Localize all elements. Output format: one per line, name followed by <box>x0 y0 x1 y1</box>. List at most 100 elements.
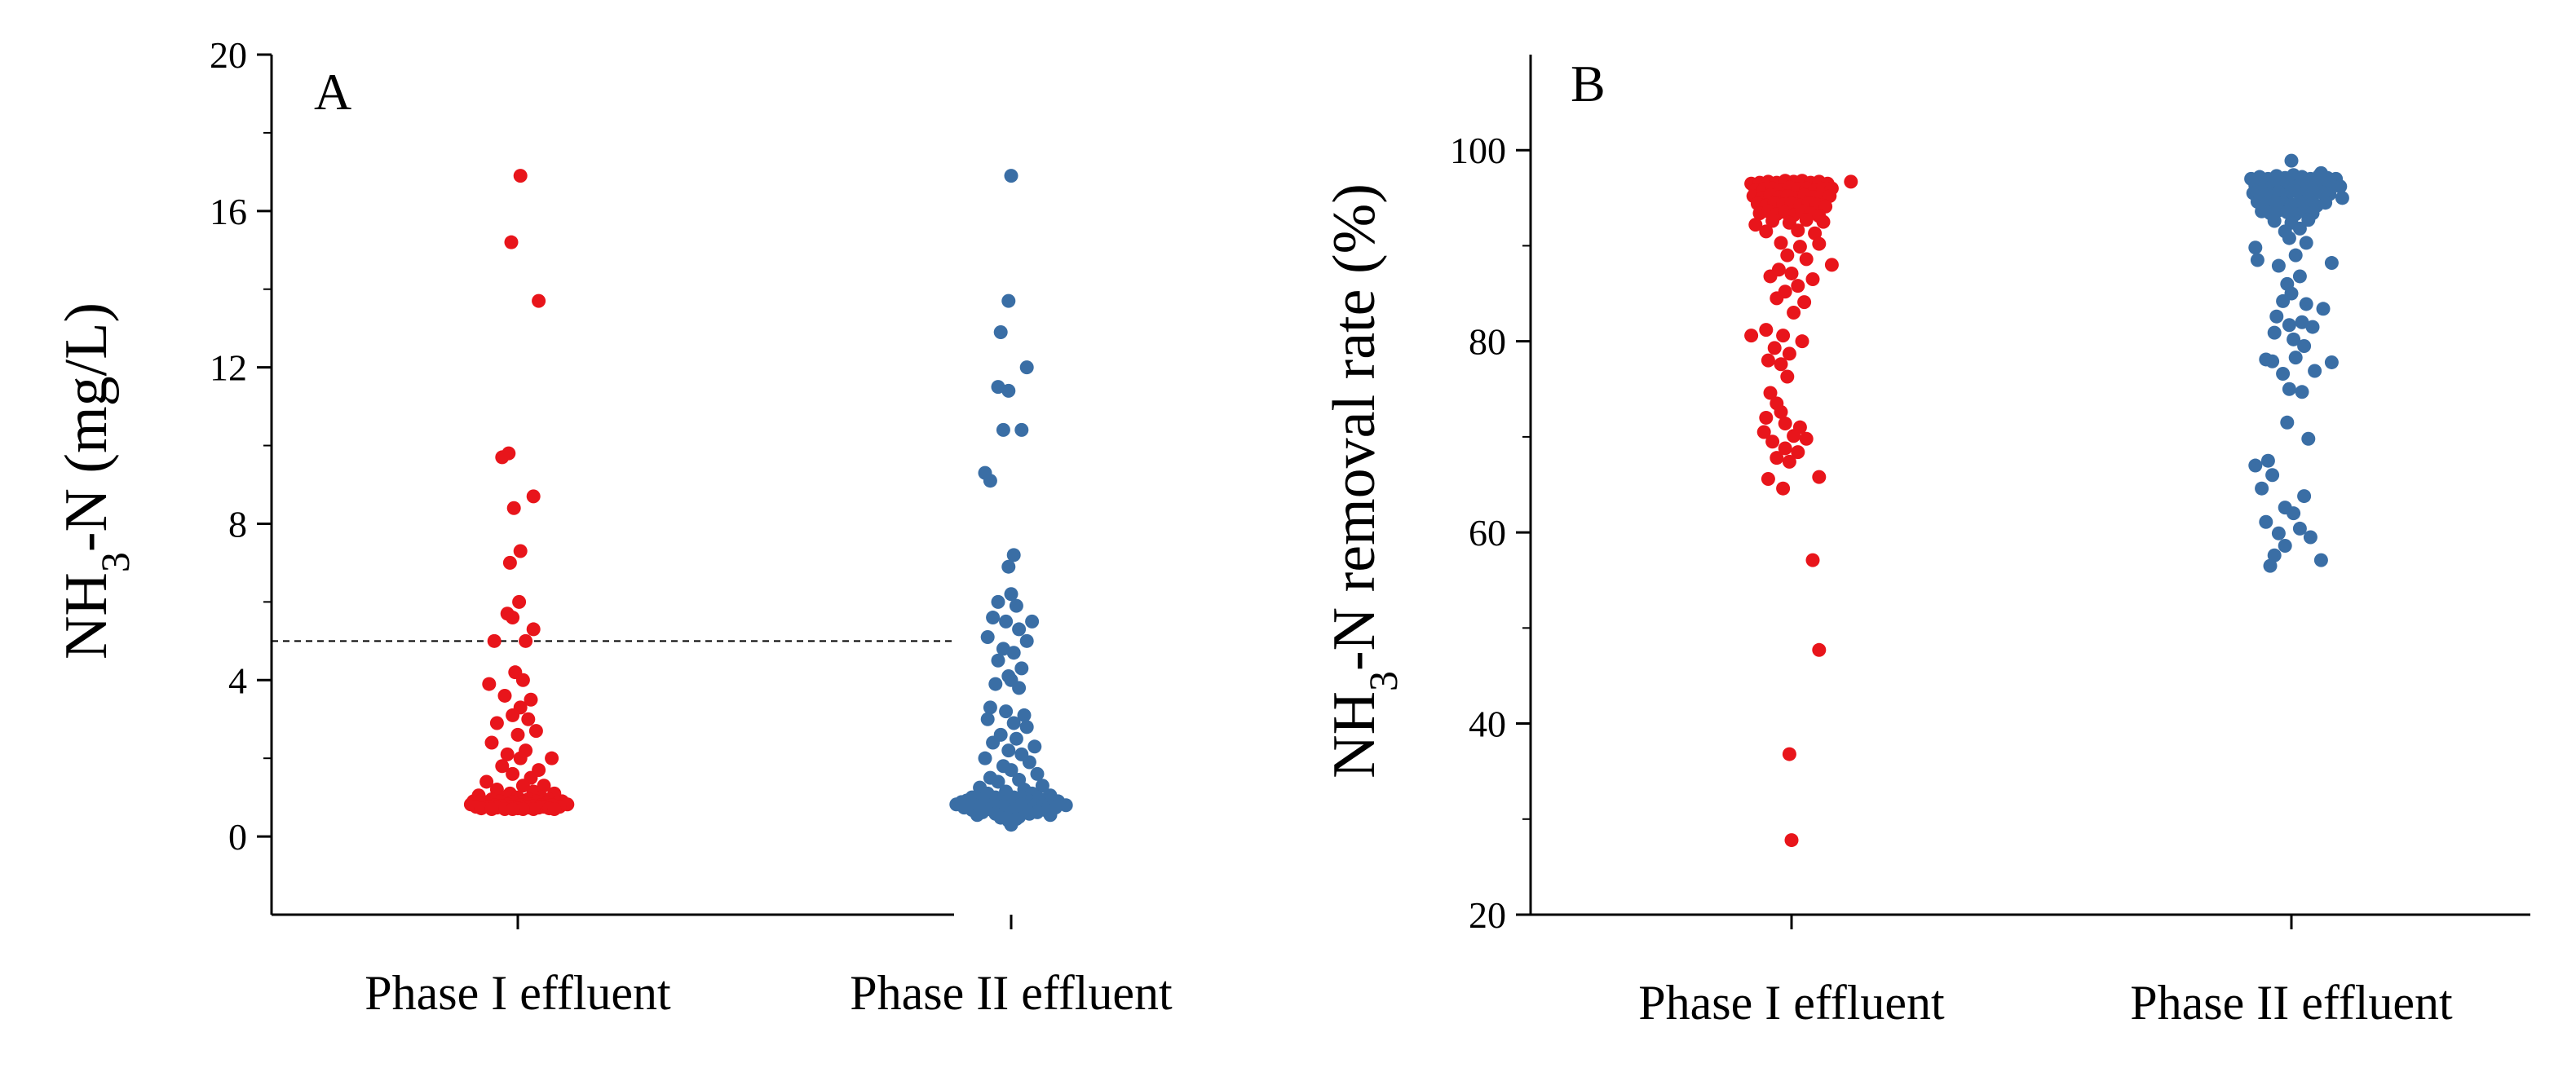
data-point <box>1004 587 1018 602</box>
data-point <box>1799 431 1814 446</box>
data-point <box>1014 422 1029 437</box>
data-point <box>510 727 525 742</box>
panel-a-points <box>463 169 1073 832</box>
data-point <box>515 779 530 793</box>
data-point <box>537 779 551 793</box>
data-point <box>497 688 512 703</box>
data-point <box>1782 346 1796 361</box>
data-point <box>991 774 1005 789</box>
panel-a-y-title-rest: -N (mg/L) <box>53 302 120 552</box>
data-point <box>999 704 1014 719</box>
data-point <box>1787 306 1801 320</box>
data-point <box>1043 808 1058 823</box>
data-point <box>1778 441 1792 456</box>
data-point <box>1805 271 1820 286</box>
data-point <box>1025 614 1040 629</box>
data-point <box>2299 297 2313 311</box>
data-point <box>996 642 1010 656</box>
data-point <box>1782 747 1796 761</box>
data-point <box>1763 386 1778 400</box>
data-point <box>2308 364 2322 378</box>
data-point <box>1019 360 1034 375</box>
data-point <box>506 766 520 781</box>
data-point <box>2313 553 2328 567</box>
data-point <box>474 801 488 816</box>
data-point <box>2288 351 2303 365</box>
data-point <box>996 422 1010 437</box>
panel-b-x-ticks <box>1790 915 2293 929</box>
y-tick-label: 0 <box>228 816 247 858</box>
data-point <box>489 716 504 730</box>
data-point <box>1787 429 1801 443</box>
data-point <box>484 802 499 817</box>
panel-a: 0 4 8 12 16 20 A Phase I effluent Phase II ef… <box>53 34 1173 1020</box>
data-point <box>991 653 1005 668</box>
data-point <box>1759 410 1774 425</box>
data-point <box>1805 553 1820 567</box>
data-point <box>2284 153 2299 168</box>
data-point <box>495 450 510 465</box>
data-point <box>513 169 528 183</box>
data-point <box>2301 213 2316 227</box>
panel-a-category-label: Phase I effluent <box>365 966 671 1020</box>
data-point <box>1795 334 1809 349</box>
data-point <box>1778 416 1792 430</box>
data-point <box>999 614 1014 629</box>
data-point <box>986 611 1001 625</box>
data-point <box>1774 357 1788 372</box>
data-point <box>2267 548 2282 562</box>
data-point <box>1791 445 1805 460</box>
data-point <box>2248 458 2263 473</box>
data-point <box>1744 329 1759 343</box>
data-point <box>988 677 1003 691</box>
data-point <box>1767 341 1782 355</box>
data-point <box>1808 226 1823 240</box>
data-point <box>2316 302 2331 316</box>
data-point <box>1774 404 1788 419</box>
data-point <box>2282 318 2296 333</box>
data-point <box>1799 213 1814 227</box>
data-point <box>1004 763 1018 778</box>
data-point <box>2292 221 2307 236</box>
data-point <box>2260 453 2275 468</box>
data-point <box>1812 642 1827 657</box>
panel-b-letter: B <box>1571 55 1606 112</box>
y-tick-label: 12 <box>210 347 247 389</box>
data-point <box>1009 598 1023 613</box>
data-point <box>513 751 528 765</box>
panel-b-y-title-main: NH <box>1321 691 1388 779</box>
data-point <box>2265 468 2280 483</box>
panel-a-x-ticks <box>516 915 1013 929</box>
data-point <box>528 724 543 739</box>
data-point <box>1784 266 1799 280</box>
data-point <box>506 501 521 515</box>
panel-b-points <box>1744 153 2349 848</box>
panel-a-letter: A <box>314 63 351 121</box>
data-point <box>1001 559 1016 574</box>
data-point <box>2295 385 2309 399</box>
panel-b-y-title-sub: 3 <box>1360 671 1406 691</box>
data-point <box>2292 269 2307 284</box>
data-point <box>479 774 494 789</box>
data-point <box>1019 720 1034 735</box>
data-point <box>1823 188 1837 203</box>
data-point <box>1770 451 1784 465</box>
data-point <box>495 759 510 774</box>
data-point <box>2297 339 2312 354</box>
data-point <box>1770 291 1784 306</box>
data-point <box>1027 739 1042 754</box>
data-point <box>1761 353 1775 368</box>
panel-a-y-ticks: 0 4 8 12 16 20 <box>210 34 272 858</box>
data-point <box>1017 708 1032 722</box>
data-point <box>983 474 997 488</box>
data-point <box>1006 646 1021 660</box>
data-point <box>545 751 559 765</box>
data-point <box>500 747 515 761</box>
data-point <box>1001 743 1016 758</box>
data-point <box>1759 224 1774 239</box>
data-point <box>1761 471 1775 486</box>
data-point <box>1759 323 1774 337</box>
panel-b-category-label: Phase II effluent <box>2130 976 2453 1030</box>
y-tick-label: 40 <box>1469 704 1506 745</box>
